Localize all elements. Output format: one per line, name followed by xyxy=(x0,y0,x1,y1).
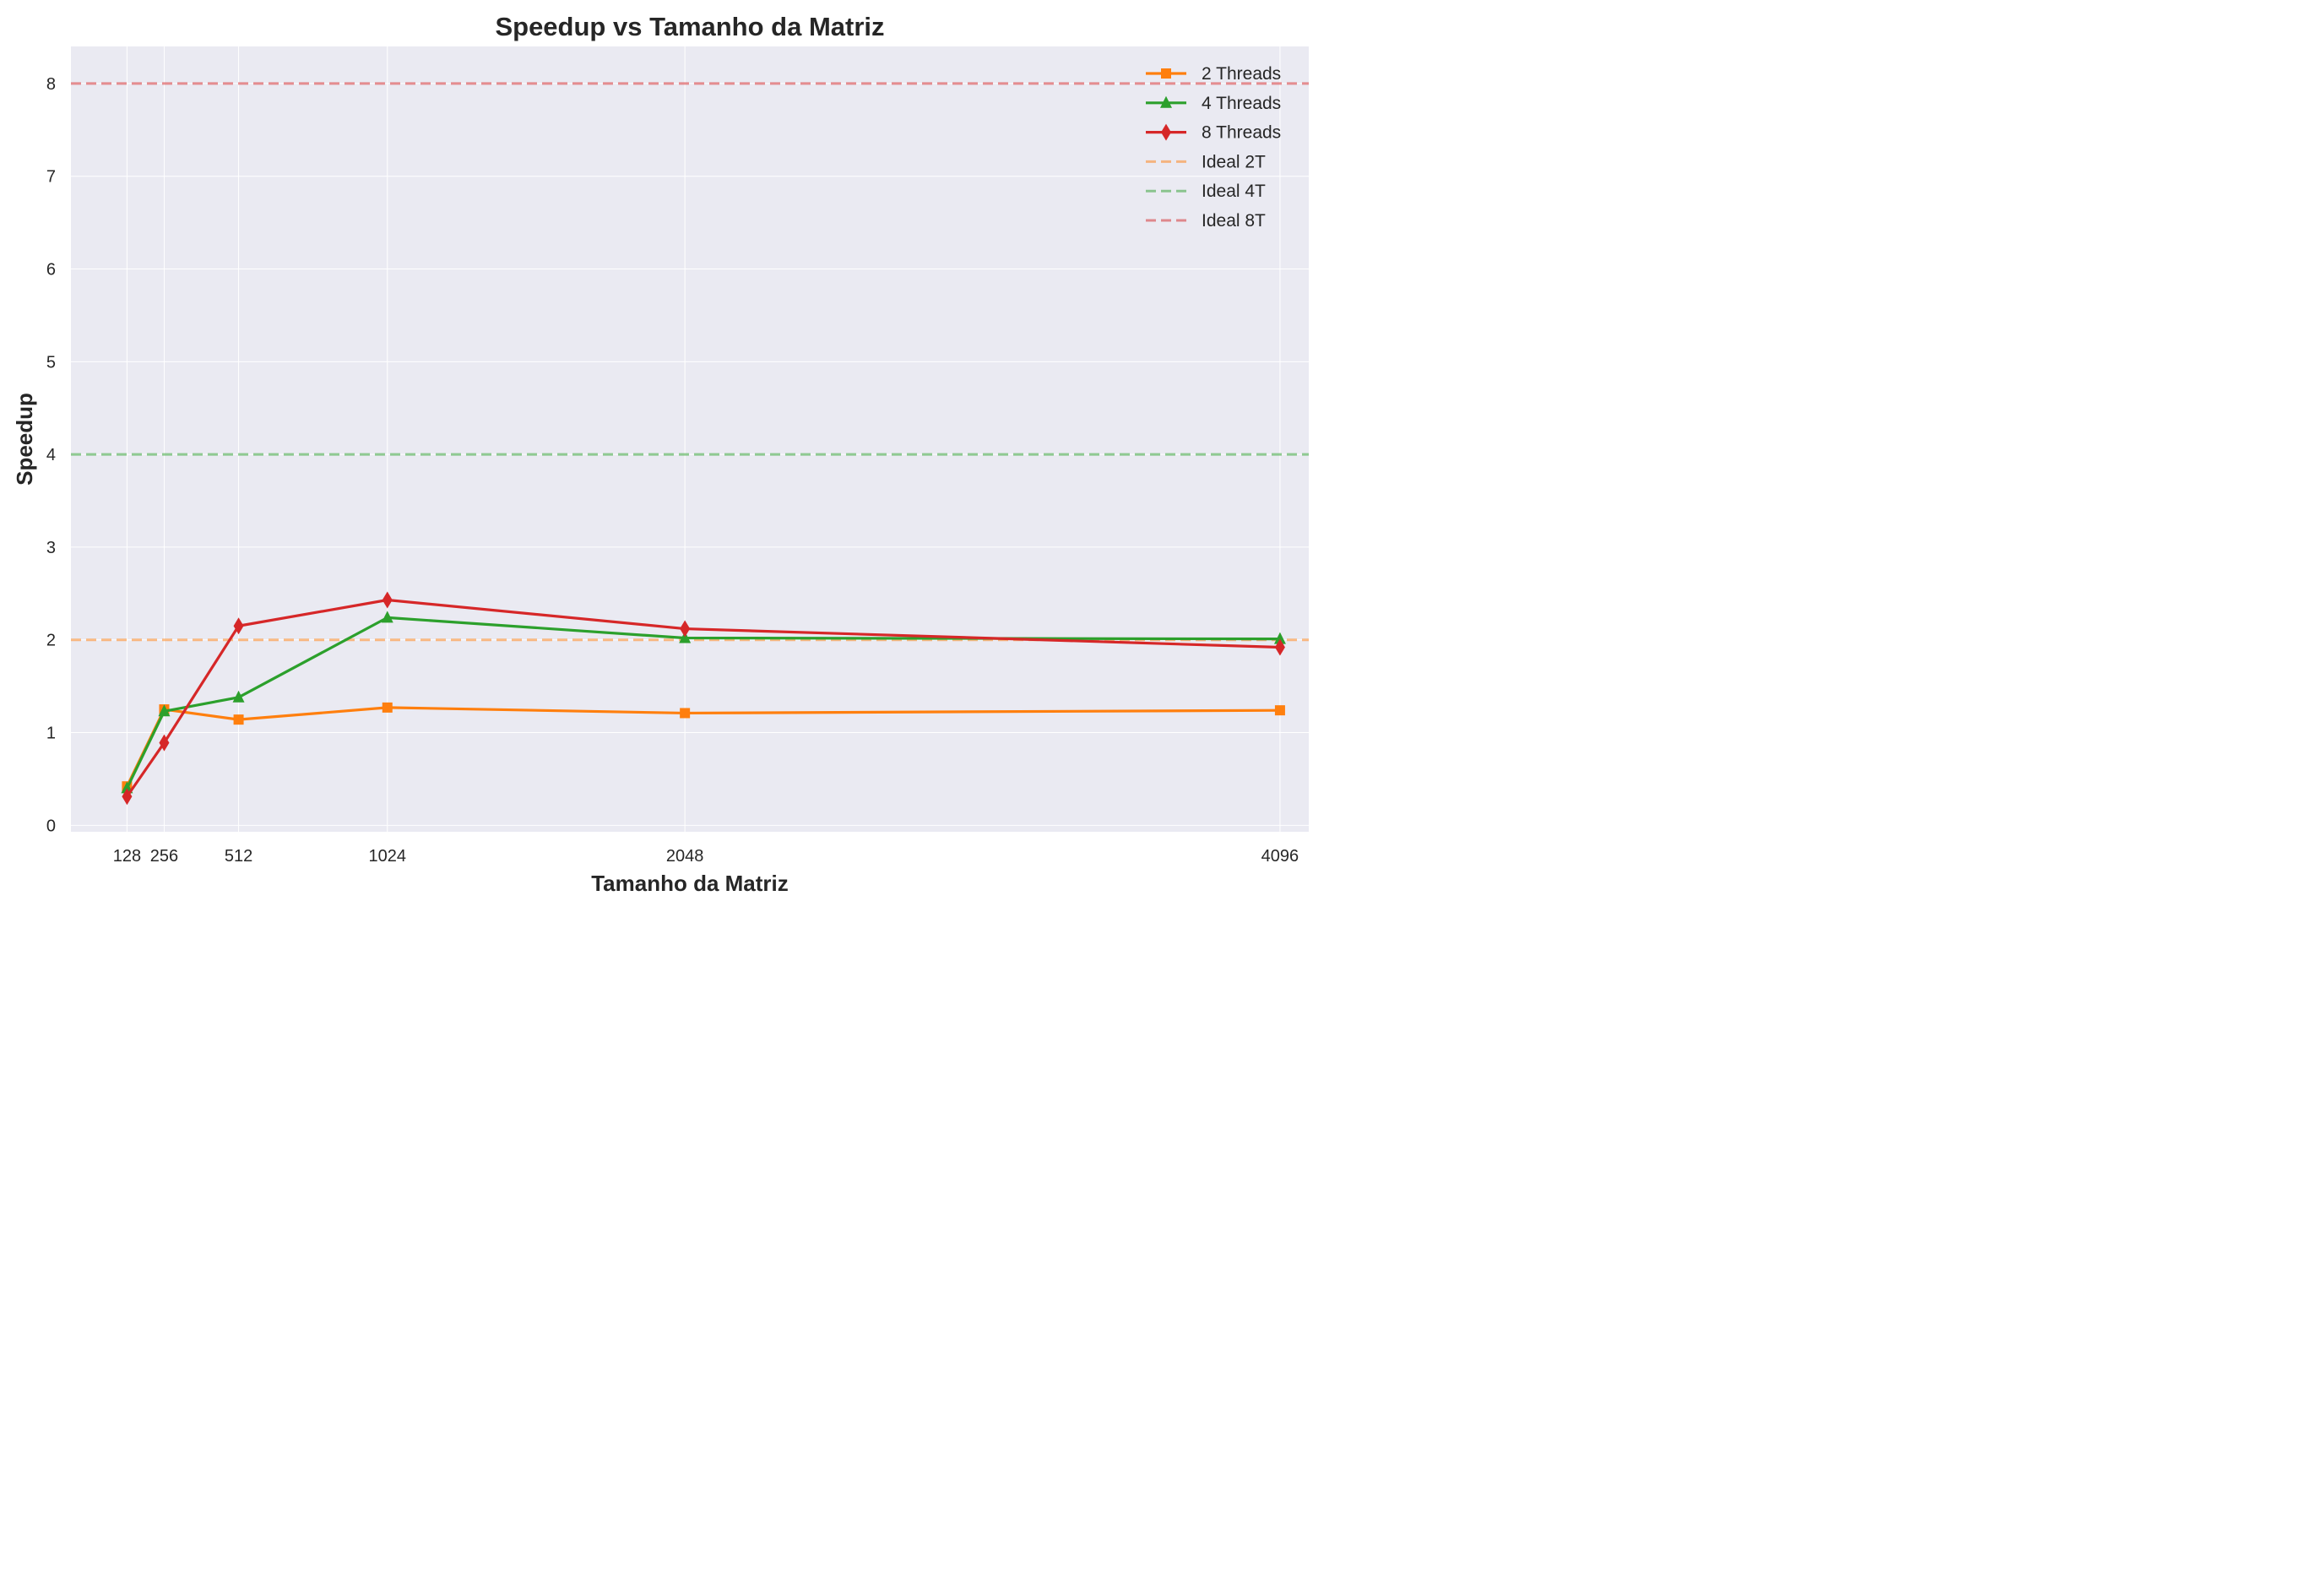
y-axis-label: Speedup xyxy=(12,393,37,486)
data-point-4-threads xyxy=(158,704,171,717)
legend-label: Ideal 2T xyxy=(1202,152,1266,171)
y-tick-label: 5 xyxy=(46,353,56,372)
legend-marker xyxy=(1161,68,1171,79)
legend-label: Ideal 4T xyxy=(1202,182,1266,201)
legend-item-2-threads: 2 Threads xyxy=(1146,64,1281,84)
legend-label: Ideal 8T xyxy=(1202,211,1266,231)
series-8-threads xyxy=(122,591,1285,806)
data-point-4-threads xyxy=(232,690,245,703)
legend-item-4-threads: 4 Threads xyxy=(1146,94,1281,113)
series-line-4-threads xyxy=(125,616,1282,790)
y-tick-label: 6 xyxy=(46,261,56,280)
legend-label: 2 Threads xyxy=(1202,64,1281,84)
data-point-8-threads xyxy=(122,788,133,806)
legend: 2 Threads 4 Threads 8 Threads Ideal 2T Ideal… xyxy=(1146,64,1281,231)
data-point-2-threads xyxy=(233,714,244,725)
legend-item-8-threads: 8 Threads xyxy=(1146,123,1281,143)
data-point-2-threads xyxy=(1274,705,1285,716)
legend-item-ideal-8t: Ideal 8T xyxy=(1146,211,1266,231)
y-tick-label: 2 xyxy=(46,632,56,650)
y-tick-label: 4 xyxy=(46,446,56,464)
chart-title: Speedup vs Tamanho da Matriz xyxy=(495,12,884,41)
x-tick-label: 2048 xyxy=(666,847,704,866)
chart-canvas: 0 1 2 3 4 5 6 7 8 128 256 512 1024 2048 4096 Speedup v… xyxy=(0,0,1323,909)
data-point-8-threads xyxy=(382,591,393,609)
data-point-8-threads xyxy=(233,617,244,635)
x-tick-label: 1024 xyxy=(369,847,407,866)
legend-label: 8 Threads xyxy=(1202,123,1281,143)
data-point-8-threads xyxy=(159,734,170,752)
x-tick-label: 128 xyxy=(113,847,141,866)
y-tick-label: 3 xyxy=(46,539,56,557)
y-tick-label: 7 xyxy=(46,168,56,187)
data-point-4-threads xyxy=(381,611,393,623)
legend-item-ideal-4t: Ideal 4T xyxy=(1146,182,1266,201)
data-point-4-threads xyxy=(1273,632,1286,644)
axis-ticks: 0 1 2 3 4 5 6 7 8 128 256 512 1024 2048 4096 xyxy=(46,75,1299,866)
legend-item-ideal-2t: Ideal 2T xyxy=(1146,152,1266,171)
data-point-8-threads xyxy=(680,620,691,638)
data-point-2-threads xyxy=(382,702,393,713)
y-tick-label: 8 xyxy=(46,75,56,94)
series-line-8-threads xyxy=(125,598,1282,798)
y-tick-label: 1 xyxy=(46,725,56,743)
x-tick-label: 512 xyxy=(225,847,252,866)
x-tick-label: 4096 xyxy=(1261,847,1299,866)
data-series xyxy=(121,591,1286,806)
data-point-8-threads xyxy=(1274,638,1285,656)
plot-area xyxy=(71,46,1309,832)
legend-marker xyxy=(1160,95,1172,108)
ideal-reference-lines xyxy=(71,82,1309,642)
y-tick-label: 0 xyxy=(46,817,56,835)
data-point-2-threads xyxy=(680,708,691,719)
x-axis-label: Tamanho da Matriz xyxy=(591,871,789,896)
x-tick-label: 256 xyxy=(150,847,178,866)
speedup-chart: 0 1 2 3 4 5 6 7 8 128 256 512 1024 2048 4096 Speedup v… xyxy=(0,0,1323,909)
legend-marker xyxy=(1161,123,1171,141)
legend-label: 4 Threads xyxy=(1202,94,1281,113)
